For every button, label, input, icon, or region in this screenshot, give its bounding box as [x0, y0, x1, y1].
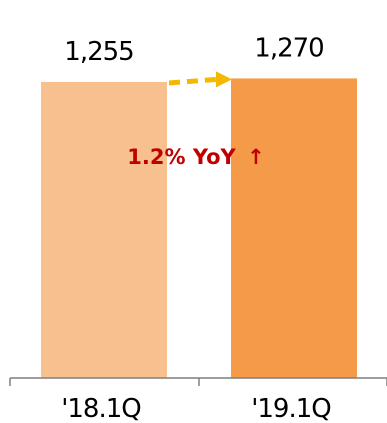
growth-arrow-layer [168, 71, 232, 88]
bars-layer [41, 78, 357, 379]
growth-arrow-line [168, 76, 218, 86]
yoy-annotation: 1.2% YoY ↑ [127, 145, 264, 169]
bar-2 [231, 78, 357, 379]
bar-1 [41, 81, 167, 379]
value-labels-layer: 1,255 1,270 [64, 33, 324, 67]
x-tick-label-1: '18.1Q [61, 394, 141, 423]
yoy-text: 1.2% YoY [127, 145, 236, 169]
yoy-up-arrow-icon: ↑ [247, 145, 265, 169]
x-tick-label-2: '19.1Q [251, 394, 331, 423]
x-axis-ticks-layer: '18.1Q '19.1Q [9, 378, 387, 423]
value-label-2: 1,270 [254, 33, 323, 63]
growth-arrow-head [216, 71, 232, 88]
value-label-1: 1,255 [64, 37, 133, 67]
